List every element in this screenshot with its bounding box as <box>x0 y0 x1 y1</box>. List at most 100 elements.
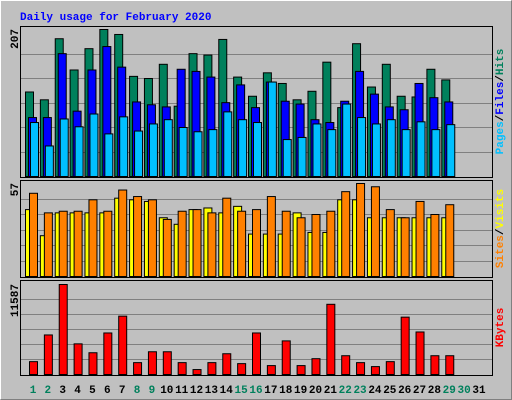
bar <box>370 366 380 376</box>
bar <box>58 284 68 375</box>
y-max-label: 207 <box>10 29 22 49</box>
bar <box>208 129 218 177</box>
bar <box>237 363 247 375</box>
x-tick-label: 21 <box>324 385 338 397</box>
bar <box>252 209 261 278</box>
x-tick-label: 1 <box>30 385 37 397</box>
x-tick-label: 15 <box>235 385 249 397</box>
bar <box>237 210 247 278</box>
x-tick-label: 29 <box>443 385 456 397</box>
bar <box>252 332 261 375</box>
bar <box>326 303 336 376</box>
bar <box>400 217 410 277</box>
bar <box>162 218 172 277</box>
x-tick-label: 20 <box>309 385 322 397</box>
legend: KBytes <box>495 308 507 348</box>
bar <box>133 362 143 376</box>
bar <box>74 126 84 177</box>
bar <box>134 130 144 177</box>
bar <box>73 343 83 375</box>
x-tick-label: 14 <box>220 385 234 397</box>
bar <box>119 116 129 177</box>
bar <box>415 200 425 278</box>
bar <box>446 124 456 178</box>
bar <box>59 118 69 178</box>
legend-entry: Files <box>495 82 507 115</box>
bar <box>371 123 381 177</box>
bar <box>44 145 54 178</box>
legend: Sites/Visits <box>495 189 507 268</box>
x-tick-label: 4 <box>74 385 81 397</box>
bar <box>297 136 307 178</box>
bar <box>222 197 232 277</box>
bar <box>192 369 202 376</box>
bar <box>253 122 262 177</box>
bar <box>266 196 276 277</box>
x-tick-label: 31 <box>472 385 486 397</box>
bar <box>342 103 352 177</box>
bar <box>29 361 38 376</box>
bar <box>223 111 233 177</box>
x-tick-label: 9 <box>149 385 156 397</box>
x-tick-label: 25 <box>383 385 397 397</box>
legend-entry: Hits <box>495 49 507 75</box>
x-tick-label: 2 <box>45 385 52 397</box>
x-tick-label: 26 <box>398 385 411 397</box>
bar <box>43 212 53 278</box>
bar <box>357 117 367 177</box>
bar <box>281 340 291 376</box>
x-tick-label: 27 <box>413 385 426 397</box>
bar <box>133 196 143 277</box>
bar <box>356 362 366 376</box>
bar <box>193 131 203 177</box>
bar <box>30 122 39 177</box>
bar <box>163 119 173 178</box>
bar <box>430 214 440 277</box>
bar <box>370 186 380 277</box>
y-max-label: 11587 <box>10 284 22 317</box>
bar <box>43 334 53 376</box>
x-tick-label: 12 <box>190 385 203 397</box>
legend: Pages/Files/Hits <box>495 49 507 155</box>
bar <box>192 209 202 278</box>
x-tick-label: 13 <box>205 385 219 397</box>
bar <box>177 362 187 376</box>
bar <box>445 355 455 376</box>
bar <box>177 210 187 278</box>
x-tick-label: 28 <box>428 385 442 397</box>
chart-title: Daily usage for February 2020 <box>20 12 211 24</box>
bar <box>386 119 396 178</box>
bar <box>207 362 217 376</box>
x-tick-label: 16 <box>249 385 262 397</box>
bar <box>400 316 410 376</box>
bar <box>311 214 321 277</box>
bar <box>356 183 366 277</box>
x-tick-label: 30 <box>458 385 471 397</box>
bar <box>162 351 172 375</box>
bar <box>296 365 306 375</box>
x-tick-label: 5 <box>89 385 96 397</box>
bar <box>147 351 157 375</box>
bar <box>89 113 99 177</box>
bar <box>178 127 188 177</box>
bar <box>266 365 276 375</box>
bar <box>103 332 113 375</box>
legend-separator: / <box>495 228 507 235</box>
x-tick-label: 11 <box>175 385 189 397</box>
bar <box>29 192 38 277</box>
x-tick-label: 7 <box>119 385 126 397</box>
bar <box>104 133 114 178</box>
legend-separator: / <box>495 114 507 121</box>
bar <box>88 352 98 375</box>
bar <box>267 81 277 177</box>
x-tick-label: 10 <box>160 385 173 397</box>
x-tick-label: 24 <box>368 385 382 397</box>
bar <box>312 123 322 177</box>
bar <box>311 358 321 375</box>
bar <box>238 119 248 178</box>
legend-entry: Sites <box>495 235 507 268</box>
bar <box>73 210 83 278</box>
legend-separator: / <box>495 75 507 82</box>
